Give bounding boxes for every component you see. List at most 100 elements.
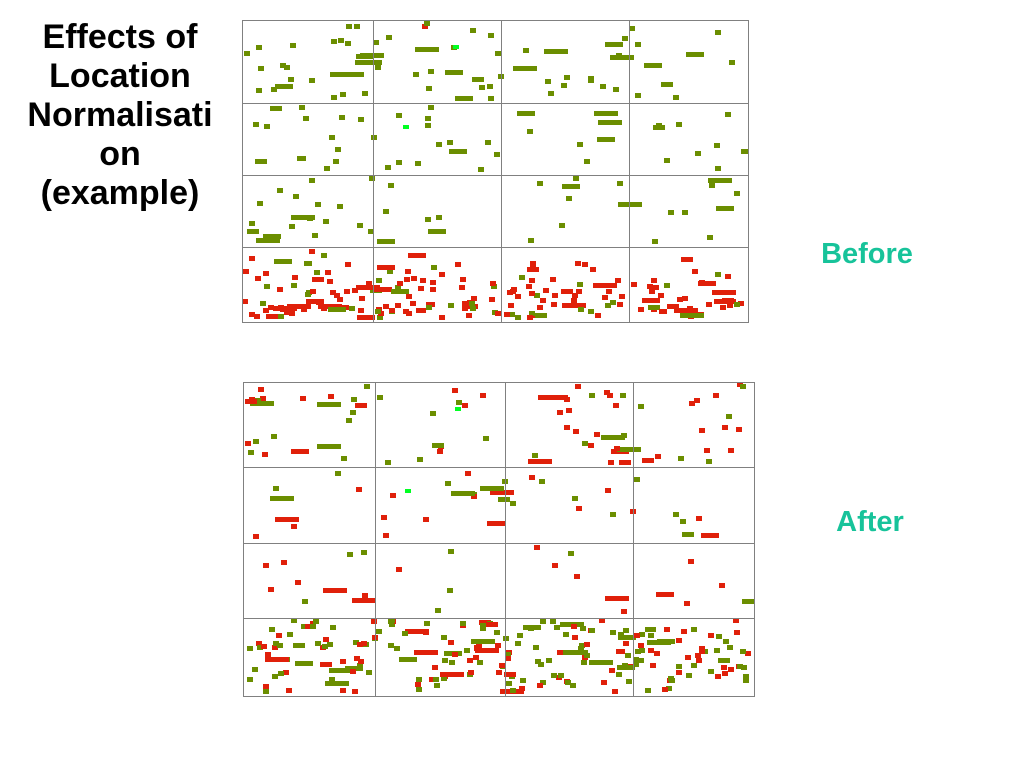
green-cell — [584, 159, 590, 164]
red-cell — [519, 686, 525, 691]
green-cell — [664, 158, 670, 163]
red-cell — [650, 663, 656, 668]
red-cell — [722, 671, 728, 676]
red-cell — [323, 588, 347, 593]
green-cell — [540, 680, 546, 685]
red-cell — [638, 643, 644, 648]
green-cell — [324, 166, 330, 171]
green-cell — [447, 588, 453, 593]
green-cell — [622, 36, 628, 41]
green-cell — [366, 670, 372, 675]
green-cell — [257, 645, 263, 650]
green-cell — [309, 178, 315, 183]
red-cell — [256, 641, 262, 646]
green-cell — [317, 444, 341, 449]
green-cell — [510, 688, 516, 693]
green-cell — [695, 151, 701, 156]
red-cell — [327, 279, 333, 284]
red-cell — [571, 624, 577, 629]
green-cell — [580, 626, 586, 631]
green-cell — [413, 72, 419, 77]
red-cell — [616, 649, 622, 654]
green-cell — [273, 486, 279, 491]
green-cell — [274, 259, 292, 264]
green-cell — [650, 627, 656, 632]
red-cell — [745, 651, 751, 656]
green-cell — [301, 624, 307, 629]
red-cell — [396, 567, 402, 572]
green-cell — [498, 497, 510, 502]
green-cell — [247, 229, 259, 234]
green-cell — [256, 238, 280, 243]
red-cell — [642, 458, 654, 463]
before-label: Before — [821, 238, 913, 270]
red-cell — [330, 290, 336, 295]
green-cell — [415, 161, 421, 166]
green-cell — [355, 60, 379, 65]
green-cell — [617, 447, 641, 452]
red-cell — [694, 398, 700, 403]
green-cell — [255, 398, 261, 403]
green-cell — [340, 72, 364, 77]
red-cell — [495, 311, 501, 316]
red-cell — [566, 408, 572, 413]
green-cell — [448, 303, 454, 308]
red-cell — [688, 559, 694, 564]
green-cell — [743, 674, 749, 679]
red-cell — [295, 580, 301, 585]
red-cell — [736, 427, 742, 432]
red-cell — [695, 653, 701, 658]
red-cell — [406, 311, 412, 316]
red-cell — [408, 253, 426, 258]
green-cell — [256, 45, 262, 50]
green-cell — [480, 626, 486, 631]
green-cell — [449, 660, 455, 665]
green-cell — [645, 627, 651, 632]
red-cell — [410, 301, 416, 306]
red-cell — [253, 534, 259, 539]
red-cell — [489, 297, 495, 302]
green-cell — [537, 181, 543, 186]
green-cell — [494, 630, 500, 635]
green-cell — [638, 404, 644, 409]
red-cell — [423, 630, 429, 635]
red-cell — [656, 592, 674, 597]
green-cell — [539, 479, 545, 484]
red-cell — [465, 471, 471, 476]
red-cell — [699, 649, 705, 654]
green-cell — [247, 646, 253, 651]
green-cell — [247, 677, 253, 682]
green-cell — [388, 183, 394, 188]
red-cell — [275, 517, 299, 522]
green-cell — [535, 313, 547, 318]
green-cell — [538, 662, 544, 667]
red-cell — [352, 689, 358, 694]
red-cell — [411, 276, 417, 281]
green-cell — [364, 384, 370, 389]
green-cell — [676, 122, 682, 127]
red-cell — [508, 303, 514, 308]
red-cell — [604, 390, 610, 395]
red-cell — [699, 646, 705, 651]
green-cell — [639, 632, 645, 637]
green-cell — [709, 183, 715, 188]
green-cell — [432, 443, 444, 448]
title-line: on — [99, 135, 141, 173]
green-cell — [260, 301, 266, 306]
red-cell — [655, 454, 661, 459]
red-cell — [728, 667, 734, 672]
red-cell — [504, 312, 510, 317]
red-cell — [415, 682, 421, 687]
red-cell — [706, 302, 712, 307]
green-cell — [272, 674, 278, 679]
green-cell — [280, 63, 286, 68]
red-cell — [466, 313, 472, 318]
green-cell — [686, 673, 692, 678]
green-cell — [635, 649, 641, 654]
green-cell — [391, 289, 409, 294]
green-cell — [271, 434, 277, 439]
red-cell — [467, 658, 473, 663]
red-cell — [383, 533, 389, 538]
green-cell — [331, 39, 337, 44]
red-cell — [612, 689, 618, 694]
